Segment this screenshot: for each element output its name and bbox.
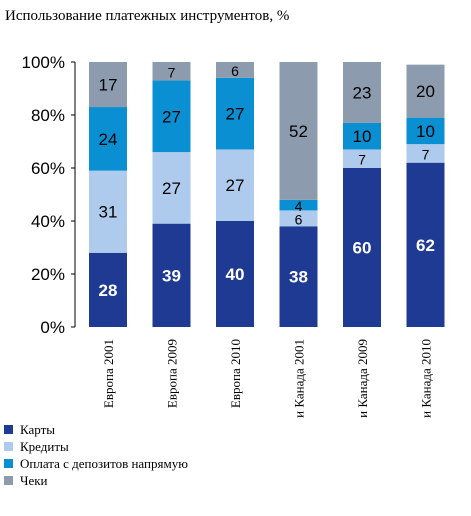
data-label: 17	[99, 76, 118, 95]
bar-segment	[152, 62, 191, 81]
bar-segment	[406, 64, 445, 118]
bar-segment	[279, 226, 318, 327]
data-label: 27	[226, 105, 245, 124]
legend-swatch-credits	[4, 442, 13, 451]
legend-swatch-cards	[4, 425, 13, 434]
bar-segment	[279, 210, 318, 227]
y-tick-label: 20%	[31, 265, 65, 284]
data-label: 10	[353, 127, 372, 146]
bar-segment	[343, 62, 381, 123]
x-tick-label: США и Канада 2009	[355, 339, 370, 420]
legend-label-cards: Карты	[20, 421, 56, 437]
bar-segment	[343, 168, 381, 327]
legend-item-direct-deposit: Оплата с депозитов напрямую	[4, 455, 188, 472]
y-tick-label: 0%	[40, 318, 65, 337]
bar-segment	[279, 199, 318, 211]
x-tick-label: Европа 2001	[101, 339, 116, 408]
bar-segment	[406, 144, 445, 163]
legend: Карты Кредиты Оплата с депозитов напряму…	[4, 421, 188, 489]
data-label: 20	[416, 82, 435, 101]
bar-segment	[152, 80, 191, 153]
bar-segment	[216, 62, 254, 78]
bar-segment	[406, 117, 445, 145]
data-label: 27	[162, 179, 181, 198]
y-tick-label: 60%	[31, 159, 65, 178]
data-label: 40	[226, 265, 245, 284]
legend-label-direct-deposit: Оплата с депозитов напрямую	[20, 455, 188, 471]
x-tick-label: Европа 2009	[165, 339, 180, 408]
data-label: 6	[295, 211, 303, 227]
data-label: 38	[289, 268, 308, 287]
data-label: 62	[416, 236, 435, 255]
legend-item-checks: Чеки	[4, 472, 188, 489]
legend-label-credits: Кредиты	[20, 438, 69, 454]
data-label: 28	[99, 281, 118, 300]
bar-segment	[343, 122, 381, 150]
bar-segment	[152, 223, 191, 327]
x-tick-label: Европа 2010	[228, 339, 243, 408]
bar-segment	[216, 149, 254, 221]
y-tick-label: 80%	[31, 106, 65, 125]
data-label: 7	[168, 64, 176, 80]
y-tick-label: 40%	[31, 212, 65, 231]
data-label: 27	[226, 176, 245, 195]
bar-segment	[89, 170, 127, 253]
data-label: 52	[289, 122, 308, 141]
legend-swatch-direct-deposit	[4, 459, 13, 468]
data-label: 7	[358, 152, 366, 168]
legend-item-credits: Кредиты	[4, 438, 188, 455]
bar-segment	[89, 252, 127, 327]
bar-segment	[89, 62, 127, 108]
bar-segment	[89, 107, 127, 171]
bar-segment	[152, 152, 191, 224]
stacked-bar-chart: 0% 20% 40% 60% 80% 100% 28 31 24 17 Европа 2001 39 2…	[22, 53, 445, 420]
data-label: 23	[353, 83, 372, 102]
data-label: 27	[162, 107, 181, 126]
bar-segment	[406, 162, 445, 327]
legend-label-checks: Чеки	[20, 472, 48, 488]
data-label: 6	[231, 63, 239, 79]
data-label: 10	[416, 122, 435, 141]
legend-swatch-checks	[4, 476, 13, 485]
bar-segment	[279, 62, 318, 200]
data-label: 60	[353, 239, 372, 258]
data-label: 4	[295, 198, 303, 214]
y-tick-label: 100%	[22, 53, 65, 72]
data-label: 31	[99, 203, 118, 222]
legend-item-cards: Карты	[4, 421, 188, 438]
data-label: 39	[162, 266, 181, 285]
bar-segment	[343, 149, 381, 168]
x-tick-label: США и Канада 2001	[292, 339, 307, 420]
x-tick-label: США и Канада 2010	[419, 339, 434, 420]
bar-segment	[216, 77, 254, 150]
data-label: 24	[99, 130, 118, 149]
chart-title: Использование платежных инструментов, %	[5, 8, 290, 24]
data-label: 7	[422, 146, 430, 162]
bar-segment	[216, 221, 254, 327]
